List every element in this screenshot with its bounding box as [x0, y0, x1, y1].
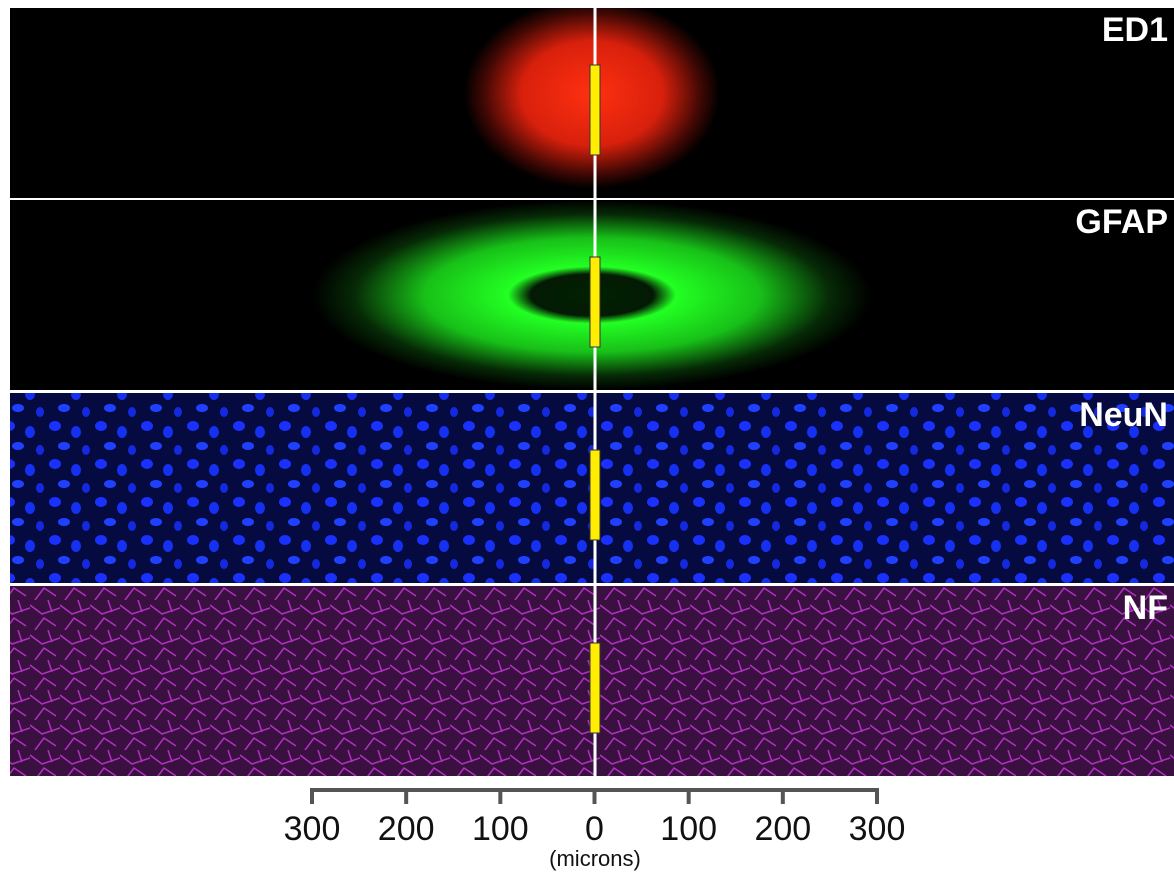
tick-label: 100 [472, 810, 529, 848]
tick-label: 300 [284, 810, 341, 848]
unit-label: (microns) [549, 846, 641, 871]
electrode [589, 256, 601, 348]
panel-label: NeuN [1079, 396, 1168, 434]
tick-label: 200 [378, 810, 435, 848]
scale-bar: 300 200 100 0 100 200 300 (microns) [284, 788, 906, 871]
tick-label: 100 [660, 810, 717, 848]
panel-label: ED1 [1102, 11, 1168, 49]
tick-label: 0 [585, 810, 604, 848]
panel-label: NF [1123, 589, 1168, 627]
electrode [589, 64, 601, 156]
panels: ED1 GFAP NeuN NF [10, 8, 1174, 776]
tick-label: 200 [754, 810, 811, 848]
electrode [589, 449, 601, 541]
electrode [589, 642, 601, 734]
tick-label: 300 [849, 810, 906, 848]
panel-label: GFAP [1075, 203, 1168, 241]
